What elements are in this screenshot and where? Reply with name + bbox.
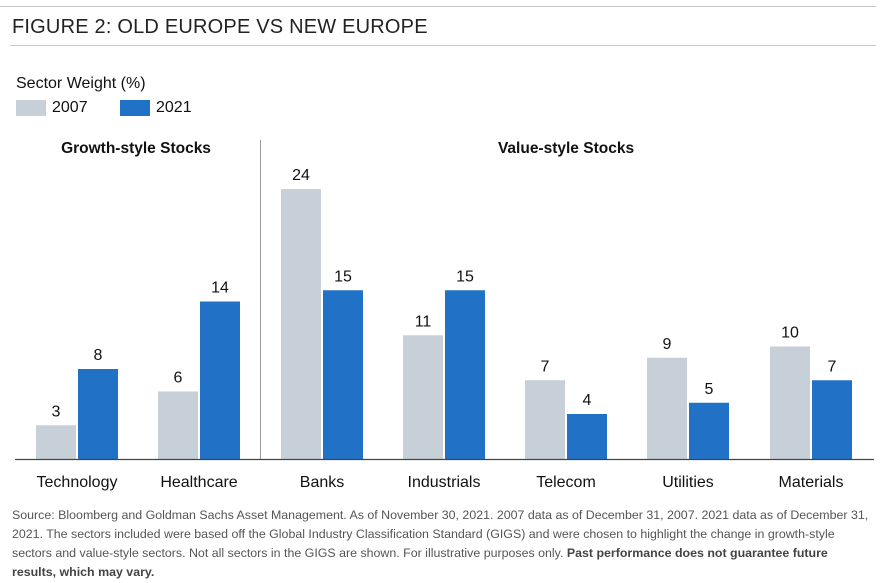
data-label-healthcare-2007: 6 — [174, 370, 183, 387]
data-label-technology-2007: 3 — [52, 403, 61, 420]
group-header-growth-style-stocks: Growth-style Stocks — [61, 140, 211, 157]
group-header-value-style-stocks: Value-style Stocks — [498, 140, 634, 157]
data-label-telecom-2007: 7 — [541, 358, 550, 375]
bar-telecom-2021 — [567, 414, 607, 459]
bar-materials-2021 — [812, 380, 852, 459]
title-rule — [10, 45, 876, 46]
source-note-text: Source: Bloomberg and Goldman Sachs Asse… — [12, 508, 869, 560]
bar-technology-2021 — [78, 369, 118, 459]
figure-title: FIGURE 2: OLD EUROPE VS NEW EUROPE — [12, 16, 428, 38]
legend-item-2021: 2021 — [120, 99, 192, 117]
bar-banks-2007 — [281, 189, 321, 459]
bar-utilities-2007 — [647, 357, 687, 459]
bar-industrials-2021 — [445, 290, 485, 459]
bar-technology-2007 — [36, 425, 76, 459]
data-label-industrials-2021: 15 — [456, 268, 474, 285]
tick-label-industrials: Industrials — [408, 474, 481, 491]
tick-label-utilities: Utilities — [662, 474, 714, 491]
data-label-materials-2021: 7 — [828, 358, 837, 375]
legend-swatch-2007 — [16, 100, 46, 116]
tick-label-healthcare: Healthcare — [160, 474, 237, 491]
source-note-disclaimer: Past performance does not guarantee futu… — [12, 546, 828, 579]
tick-label-banks: Banks — [300, 474, 344, 491]
data-label-banks-2007: 24 — [292, 167, 310, 184]
legend-swatch-2021 — [120, 100, 150, 116]
bar-chart: Growth-style Stocks Value-style Stocks 3 8 T… — [15, 140, 874, 491]
data-label-technology-2021: 8 — [94, 347, 103, 364]
data-label-materials-2007: 10 — [781, 325, 799, 342]
bar-industrials-2007 — [403, 335, 443, 459]
bar-telecom-2007 — [525, 380, 565, 459]
source-note: Source: Bloomberg and Goldman Sachs Asse… — [12, 506, 874, 582]
bar-banks-2021 — [323, 290, 363, 459]
data-label-banks-2021: 15 — [334, 268, 352, 285]
legend-label-2021: 2021 — [156, 99, 192, 116]
tick-label-telecom: Telecom — [536, 474, 596, 491]
data-label-utilities-2021: 5 — [705, 381, 714, 398]
data-label-industrials-2007: 11 — [415, 313, 432, 330]
data-label-utilities-2007: 9 — [663, 336, 672, 353]
legend-item-2007: 2007 — [16, 99, 88, 117]
bar-healthcare-2021 — [200, 301, 240, 459]
tick-label-materials: Materials — [779, 474, 844, 491]
bar-materials-2007 — [770, 346, 810, 459]
tick-label-technology: Technology — [37, 474, 118, 491]
top-rule — [0, 6, 876, 7]
legend-label-2007: 2007 — [52, 99, 88, 116]
bar-utilities-2021 — [689, 402, 729, 459]
bar-healthcare-2007 — [158, 391, 198, 459]
legend-title: Sector Weight (%) — [16, 75, 146, 92]
data-label-healthcare-2021: 14 — [211, 280, 229, 297]
data-label-telecom-2021: 4 — [583, 392, 592, 409]
